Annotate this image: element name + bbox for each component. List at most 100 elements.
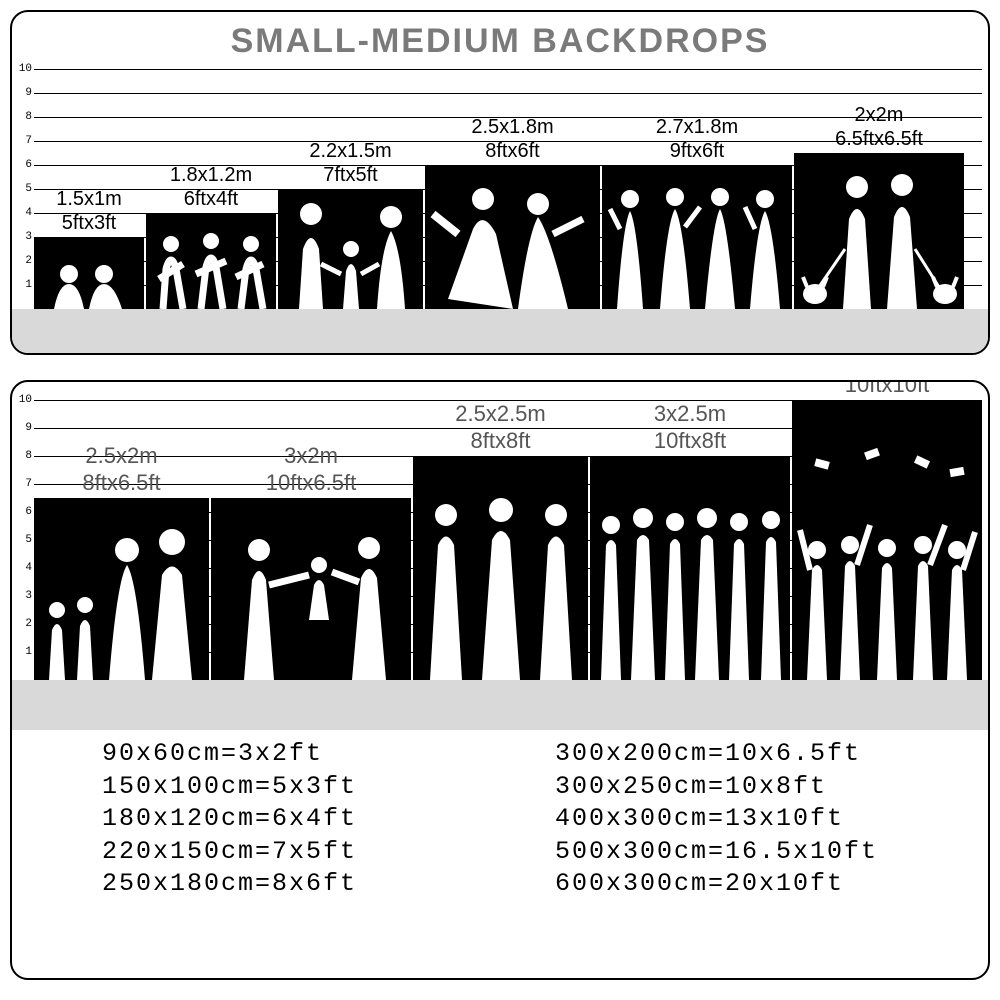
conversion-entry: 300x250cm=10x8ft (555, 771, 928, 804)
panel-large: 123456789102.5x2m8ftx6.5ft3x2m10ftx6.5ft… (10, 380, 990, 980)
size-metric: 1.5x1m (56, 188, 122, 210)
size-metric: 2.7x1.8m (656, 116, 738, 138)
backdrop-bar (794, 153, 964, 309)
silhouette-icon (792, 440, 982, 680)
size-label: 1.8x1.2m6ftx4ft (170, 163, 252, 211)
y-tick-label: 2 (14, 255, 32, 267)
size-label: 3x2m10ftx6.5ft (266, 443, 357, 496)
silhouette-icon (425, 179, 600, 309)
y-tick-label: 10 (14, 63, 32, 75)
y-tick-label: 5 (14, 183, 32, 195)
backdrop-size: 3x2m10ftx6.5ft (211, 498, 411, 680)
size-label: 3x3m10ftx10ft (845, 380, 929, 398)
silhouette-icon (146, 229, 276, 309)
silhouette-icon (211, 520, 411, 680)
conversion-col-right: 300x200cm=10x6.5ft300x250cm=10x8ft400x30… (555, 738, 928, 901)
gridline (34, 69, 982, 70)
panel-title: SMALL-MEDIUM BACKDROPS (12, 12, 988, 61)
chart-area-bottom: 123456789102.5x2m8ftx6.5ft3x2m10ftx6.5ft… (34, 400, 982, 680)
backdrop-bar (146, 213, 276, 309)
y-tick-label: 9 (14, 422, 32, 434)
size-metric: 2.5x1.8m (471, 116, 553, 138)
size-metric: 1.8x1.2m (170, 164, 252, 186)
conversion-entry: 400x300cm=13x10ft (555, 803, 928, 836)
floor-strip (12, 309, 990, 355)
silhouette-icon (278, 199, 423, 309)
y-tick-label: 2 (14, 618, 32, 630)
y-tick-label: 7 (14, 135, 32, 147)
conversion-entry: 600x300cm=20x10ft (555, 868, 928, 901)
size-feet: 10ftx6.5ft (266, 470, 357, 495)
y-tick-label: 6 (14, 159, 32, 171)
size-metric: 2.2x1.5m (309, 140, 391, 162)
floor-strip (12, 680, 990, 730)
backdrop-size: 3x3m10ftx10ft (792, 400, 982, 680)
size-label: 2.5x1.8m8ftx6ft (471, 115, 553, 163)
size-feet: 8ftx6.5ft (82, 470, 160, 495)
conversion-entry: 180x120cm=6x4ft (102, 803, 475, 836)
size-feet: 9ftx6ft (670, 140, 724, 162)
conversion-entry: 90x60cm=3x2ft (102, 738, 475, 771)
y-tick-label: 1 (14, 279, 32, 291)
y-tick-label: 6 (14, 506, 32, 518)
backdrop-bar (792, 400, 982, 680)
panel-small-medium: SMALL-MEDIUM BACKDROPS 123456789101.5x1m… (10, 10, 990, 355)
silhouette-icon (34, 259, 144, 309)
size-label: 3x2.5m10ftx8ft (654, 401, 726, 454)
size-feet: 10ftx8ft (654, 428, 726, 453)
size-metric: 2.5x2.5m (455, 401, 546, 426)
bars-row: 2.5x2m8ftx6.5ft3x2m10ftx6.5ft2.5x2.5m8ft… (34, 400, 982, 680)
silhouette-icon (590, 490, 790, 680)
gridline (34, 93, 982, 94)
silhouette-icon (602, 179, 792, 309)
y-tick-label: 4 (14, 207, 32, 219)
size-feet: 5ftx3ft (62, 212, 116, 234)
silhouette-icon (34, 520, 209, 680)
size-metric: 3x2m (284, 443, 338, 468)
backdrop-size: 2.5x1.8m8ftx6ft (425, 165, 600, 309)
backdrop-bar (590, 456, 790, 680)
conversion-table: 90x60cm=3x2ft150x100cm=5x3ft180x120cm=6x… (12, 738, 988, 921)
backdrop-size: 2.7x1.8m9ftx6ft (602, 165, 792, 309)
backdrop-size: 1.8x1.2m6ftx4ft (146, 213, 276, 309)
y-tick-label: 3 (14, 231, 32, 243)
y-tick-label: 10 (14, 394, 32, 406)
conversion-entry: 150x100cm=5x3ft (102, 771, 475, 804)
size-metric: 3x2.5m (654, 401, 726, 426)
backdrop-bar (34, 237, 144, 309)
silhouette-icon (794, 169, 964, 309)
backdrop-bar (602, 165, 792, 309)
size-label: 1.5x1m5ftx3ft (56, 187, 122, 235)
conversion-entry: 220x150cm=7x5ft (102, 836, 475, 869)
conversion-entry: 300x200cm=10x6.5ft (555, 738, 928, 771)
conversion-entry: 250x180cm=8x6ft (102, 868, 475, 901)
size-feet: 8ftx8ft (471, 428, 531, 453)
backdrop-size: 2.5x2m8ftx6.5ft (34, 498, 209, 680)
conversion-entry: 500x300cm=16.5x10ft (555, 836, 928, 869)
backdrop-size: 2.5x2.5m8ftx8ft (413, 456, 588, 680)
backdrop-size: 3x2.5m10ftx8ft (590, 456, 790, 680)
backdrop-bar (211, 498, 411, 680)
chart-area-top: 123456789101.5x1m5ftx3ft1.8x1.2m6ftx4ft2… (34, 69, 982, 309)
size-metric: 2x2m (855, 104, 904, 126)
y-tick-label: 9 (14, 87, 32, 99)
backdrop-bar (278, 189, 423, 309)
size-label: 2.7x1.8m9ftx6ft (656, 115, 738, 163)
silhouette-icon (413, 490, 588, 680)
size-label: 2.2x1.5m7ftx5ft (309, 139, 391, 187)
size-feet: 8ftx6ft (485, 140, 539, 162)
backdrop-size: 2.2x1.5m7ftx5ft (278, 189, 423, 309)
backdrop-size: 2x2m6.5ftx6.5ft (794, 153, 964, 309)
backdrop-size: 1.5x1m5ftx3ft (34, 237, 144, 309)
y-tick-label: 4 (14, 562, 32, 574)
bars-row: 1.5x1m5ftx3ft1.8x1.2m6ftx4ft2.2x1.5m7ftx… (34, 153, 982, 309)
y-tick-label: 3 (14, 590, 32, 602)
backdrop-bar (34, 498, 209, 680)
backdrop-bar (413, 456, 588, 680)
conversion-col-left: 90x60cm=3x2ft150x100cm=5x3ft180x120cm=6x… (102, 738, 475, 901)
size-label: 2.5x2m8ftx6.5ft (82, 443, 160, 496)
y-tick-label: 8 (14, 450, 32, 462)
size-metric: 2.5x2m (85, 443, 157, 468)
backdrop-bar (425, 165, 600, 309)
size-feet: 6ftx4ft (184, 188, 238, 210)
